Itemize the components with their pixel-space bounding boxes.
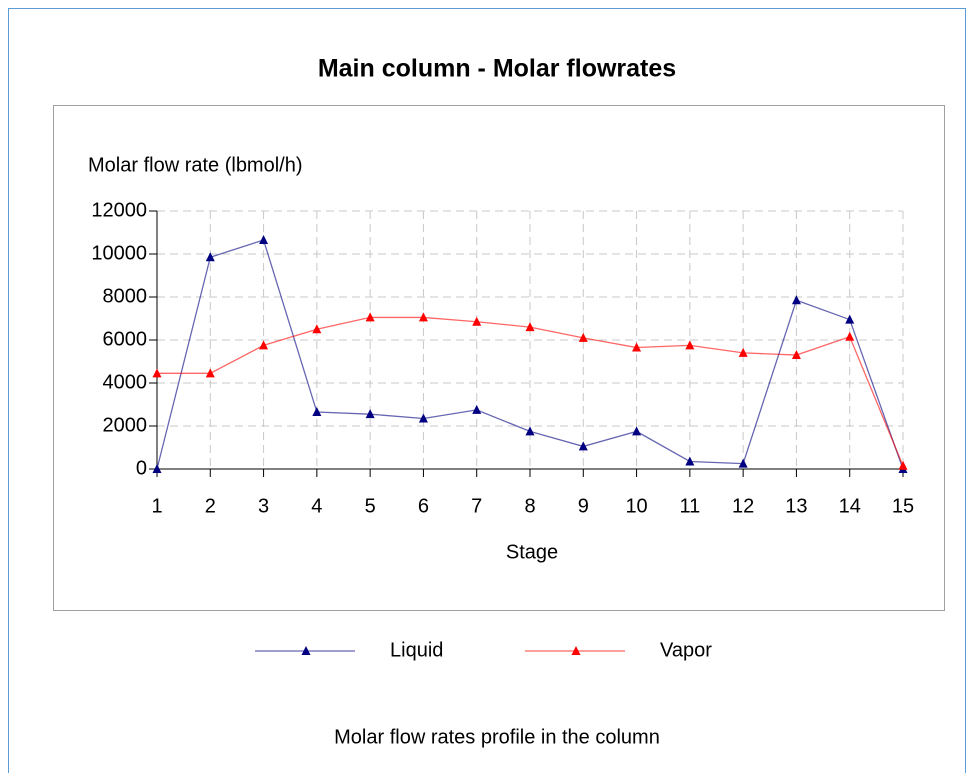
legend-marker xyxy=(301,646,311,655)
x-axis-label: Stage xyxy=(506,541,558,563)
legend-marker xyxy=(571,646,581,655)
y-tick-label: 0 xyxy=(136,457,147,479)
point xyxy=(791,350,801,360)
point xyxy=(685,340,695,350)
point xyxy=(845,331,855,341)
x-tick-label: 9 xyxy=(578,495,589,517)
point xyxy=(472,404,482,414)
x-tick-label: 8 xyxy=(524,495,535,517)
point xyxy=(259,235,269,245)
x-tick-label: 15 xyxy=(892,495,914,517)
point xyxy=(738,347,748,357)
point xyxy=(472,316,482,326)
y-axis-label: Molar flow rate (lbmol/h) xyxy=(88,154,303,176)
plot-box xyxy=(53,105,945,611)
x-tick-label: 2 xyxy=(205,495,216,517)
point xyxy=(312,407,322,417)
y-tick-label: 12000 xyxy=(91,199,147,221)
frame xyxy=(8,8,966,773)
point xyxy=(738,458,748,468)
point xyxy=(525,322,535,332)
marks xyxy=(152,235,908,473)
point xyxy=(632,426,642,436)
point xyxy=(259,340,269,350)
point xyxy=(791,295,801,305)
point xyxy=(418,413,428,423)
point xyxy=(205,252,215,262)
point xyxy=(312,324,322,334)
x-tick-label: 5 xyxy=(365,495,376,517)
x-tick-label: 12 xyxy=(732,495,754,517)
point xyxy=(152,368,162,378)
x-tick-label: 3 xyxy=(258,495,269,517)
caption: Molar flow rates profile in the column xyxy=(334,726,660,748)
point xyxy=(418,312,428,322)
point xyxy=(152,464,162,473)
point xyxy=(525,426,535,436)
legend-label: Liquid xyxy=(390,639,443,661)
y-tick-label: 10000 xyxy=(91,242,147,264)
x-tick-label: 11 xyxy=(679,495,700,517)
chart-title: Main column - Molar flowrates xyxy=(318,55,676,83)
x-tick-label: 1 xyxy=(151,495,162,517)
x-tick-label: 10 xyxy=(625,495,647,517)
point xyxy=(898,460,908,470)
point xyxy=(365,312,375,322)
y-tick-label: 4000 xyxy=(103,371,148,393)
x-tick-label: 4 xyxy=(311,495,322,517)
legend-label: Vapor xyxy=(660,639,712,661)
x-tick-label: 7 xyxy=(471,495,482,517)
y-tick-label: 2000 xyxy=(103,414,148,436)
point xyxy=(578,332,588,342)
point xyxy=(578,441,588,451)
point xyxy=(365,409,375,419)
point xyxy=(632,342,642,352)
y-tick-label: 6000 xyxy=(103,328,148,350)
point xyxy=(845,314,855,324)
y-tick-label: 8000 xyxy=(103,285,148,307)
x-tick-label: 6 xyxy=(418,495,429,517)
x-tick-label: 13 xyxy=(785,495,807,517)
point xyxy=(685,456,695,466)
x-tick-label: 14 xyxy=(839,495,861,517)
point xyxy=(205,368,215,378)
